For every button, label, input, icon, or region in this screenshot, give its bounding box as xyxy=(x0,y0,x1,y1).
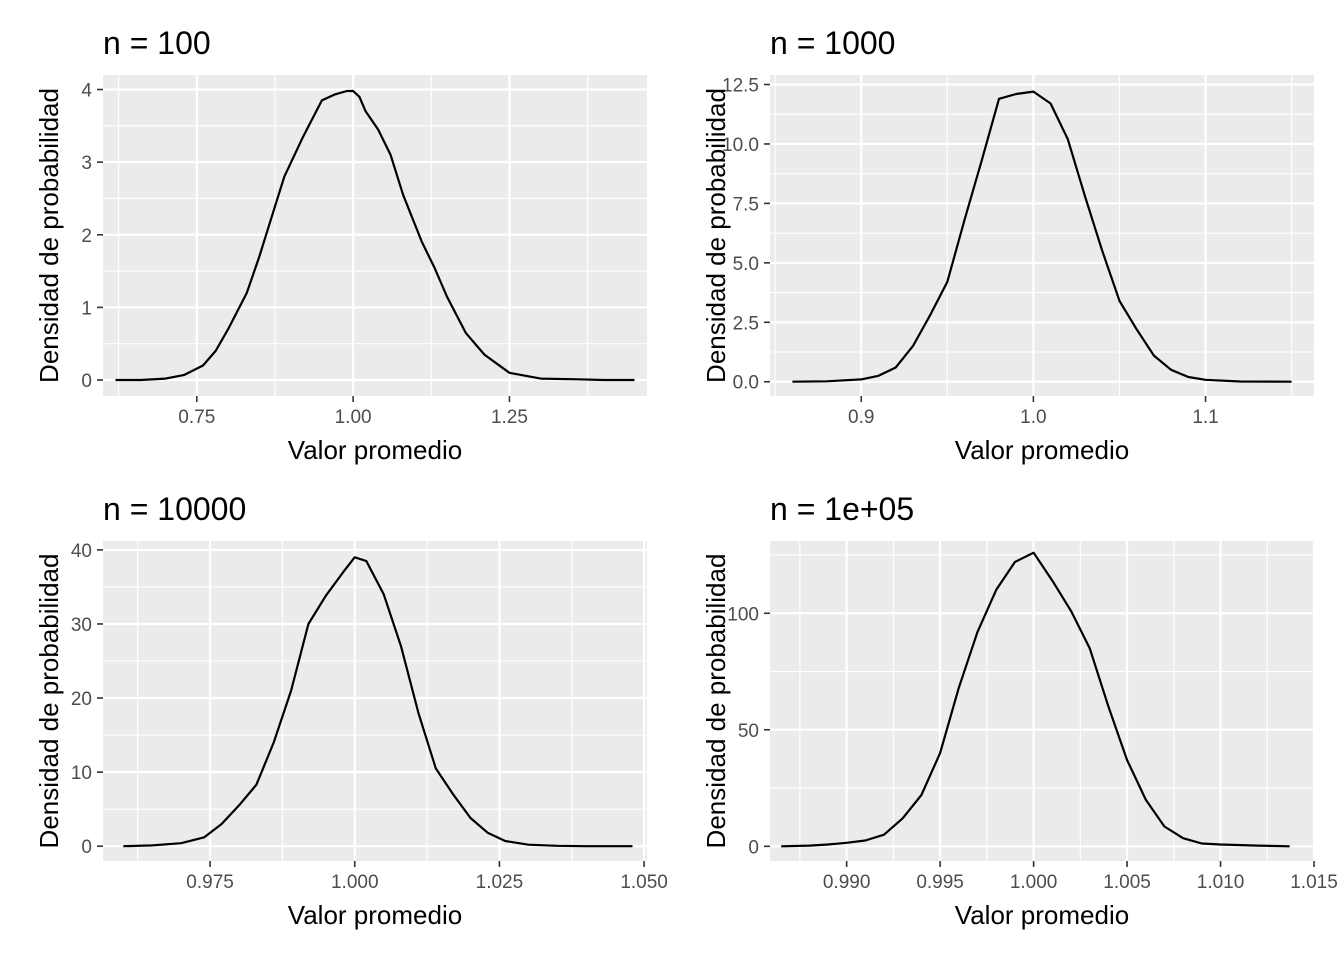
panel-background xyxy=(770,541,1314,861)
x-tick-label: 1.1 xyxy=(1192,407,1218,428)
y-tick-label: 3 xyxy=(81,153,92,174)
panel-background xyxy=(103,541,647,861)
chart-panel-3: 0.975 1.000 1.025 1.050 0 10 20 30 40 n = 10000 Va… xyxy=(34,491,668,930)
panel-background xyxy=(770,75,1314,396)
x-tick-label: 1.015 xyxy=(1290,872,1338,893)
x-tick-label: 0.75 xyxy=(178,407,215,428)
panel-title: n = 1e+05 xyxy=(770,491,914,527)
x-tick-label: 0.9 xyxy=(848,407,874,428)
density-line xyxy=(781,551,1290,848)
y-tick-label: 4 xyxy=(81,81,92,102)
y-tick-label: 12.5 xyxy=(722,76,759,97)
y-tick-label: 5.0 xyxy=(733,254,759,275)
y-tick-label: 0 xyxy=(748,837,759,858)
panel-title: n = 1000 xyxy=(770,25,895,61)
y-axis-title: Densidad de probabilidad xyxy=(701,554,731,849)
chart-panel-1: 0.75 1.00 1.25 0 1 2 3 4 n = 100 Valor promedio De… xyxy=(34,25,647,465)
y-tick-label: 1 xyxy=(81,298,92,319)
chart-panel-2: 0.9 1.0 1.1 0.0 2.5 5.0 7.5 10.0 12.5 n = 1000 Val… xyxy=(701,25,1314,465)
x-tick-label: 0.990 xyxy=(823,872,871,893)
density-line xyxy=(123,556,633,848)
x-axis-title: Valor promedio xyxy=(955,435,1129,465)
y-tick-label: 10 xyxy=(71,763,92,784)
panel-title: n = 10000 xyxy=(103,491,246,527)
x-axis-title: Valor promedio xyxy=(288,435,462,465)
y-tick-label: 30 xyxy=(71,615,92,636)
y-axis-title: Densidad de probabilidad xyxy=(34,554,64,849)
y-tick-label: 40 xyxy=(71,541,92,562)
y-tick-label: 100 xyxy=(727,604,759,625)
density-line xyxy=(792,90,1292,383)
x-axis-title: Valor promedio xyxy=(955,900,1129,930)
density-line xyxy=(115,89,635,382)
x-tick-label: 0.995 xyxy=(916,872,964,893)
x-tick-label: 1.000 xyxy=(331,872,379,893)
y-tick-label: 2.5 xyxy=(733,313,759,334)
chart-panel-4: 0.990 0.995 1.000 1.005 1.010 1.015 0 50 100 n = … xyxy=(701,491,1338,930)
y-tick-label: 0 xyxy=(81,837,92,858)
y-tick-label: 50 xyxy=(738,721,759,742)
x-tick-label: 1.25 xyxy=(491,407,528,428)
y-tick-label: 2 xyxy=(81,226,92,247)
y-axis-title: Densidad de probabilidad xyxy=(34,88,64,383)
y-tick-label: 0.0 xyxy=(733,373,759,394)
y-tick-label: 0 xyxy=(81,371,92,392)
x-tick-label: 1.000 xyxy=(1010,872,1058,893)
x-tick-label: 1.025 xyxy=(476,872,524,893)
y-tick-label: 7.5 xyxy=(733,194,759,215)
x-tick-label: 1.005 xyxy=(1103,872,1151,893)
y-axis-title: Densidad de probabilidad xyxy=(701,88,731,383)
panel-title: n = 100 xyxy=(103,25,211,61)
x-tick-label: 1.010 xyxy=(1197,872,1245,893)
x-tick-label: 0.975 xyxy=(186,872,234,893)
x-tick-label: 1.00 xyxy=(335,407,372,428)
y-tick-label: 10.0 xyxy=(722,135,759,156)
x-axis-title: Valor promedio xyxy=(288,900,462,930)
y-tick-label: 20 xyxy=(71,689,92,710)
x-tick-label: 1.0 xyxy=(1020,407,1046,428)
x-tick-label: 1.050 xyxy=(620,872,668,893)
